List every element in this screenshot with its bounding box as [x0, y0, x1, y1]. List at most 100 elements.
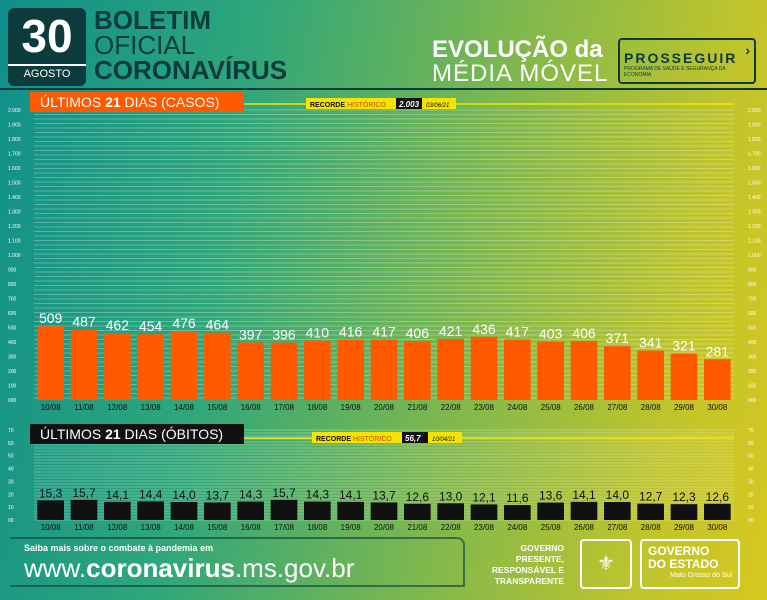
bar [337, 501, 364, 520]
bar [437, 503, 464, 520]
y-tick-label-left: 70 [8, 428, 14, 434]
state-seal-icon: ⚜ [580, 539, 632, 589]
bar [370, 339, 398, 400]
boletim-title: BOLETIM OFICIAL CORONAVÍRUS [94, 5, 287, 83]
x-tick-label: 26/08 [574, 403, 595, 412]
bar-value-label: 14,4 [139, 487, 163, 501]
record-box [306, 98, 456, 109]
bar-value-label: 416 [339, 324, 363, 340]
y-tick-label-left: 1.700 [8, 152, 21, 158]
charts-area: 000 000 100 100 200 200 300 300 400 400 500 500 600 6… [8, 92, 761, 530]
bar-value-label: 14,3 [239, 488, 263, 502]
chart-title: ÚLTIMOS 21 DIAS (ÓBITOS) [40, 426, 223, 442]
x-tick-label: 25/08 [541, 523, 562, 530]
bar [170, 502, 198, 520]
x-tick-label: 10/08 [41, 523, 62, 530]
y-tick-label-left: 1.200 [8, 224, 21, 230]
boletim-line2: OFICIAL [94, 30, 196, 60]
governo-estado-logo: GOVERNO DO ESTADO Mato Grosso do Sul [640, 539, 740, 589]
bar [470, 504, 498, 520]
bar [670, 504, 698, 520]
bar [370, 502, 398, 520]
y-tick-label-left: 700 [8, 297, 17, 303]
footer-frame [10, 537, 465, 587]
y-tick-label-right: 600 [748, 311, 757, 317]
y-tick-label-left: 1.300 [8, 210, 21, 216]
x-tick-label: 18/08 [307, 523, 328, 530]
bar-value-label: 397 [239, 326, 263, 342]
bar-value-label: 15,7 [72, 486, 96, 500]
bar [337, 339, 364, 400]
x-tick-label: 11/08 [74, 403, 94, 412]
x-tick-label: 19/08 [341, 523, 362, 530]
bar [237, 501, 264, 520]
x-tick-label: 30/08 [707, 403, 728, 412]
y-tick-label-right: 300 [748, 355, 757, 361]
x-tick-label: 21/08 [407, 523, 428, 530]
x-tick-label: 26/08 [574, 523, 595, 530]
y-tick-label-right: 1.300 [748, 210, 761, 216]
y-tick-label-left: 600 [8, 311, 17, 317]
x-tick-label: 23/08 [474, 403, 495, 412]
y-tick-label-left: 30 [8, 479, 14, 485]
y-tick-label-left: 60 [8, 441, 14, 447]
x-tick-label: 15/08 [207, 403, 228, 412]
url-prefix: www. [24, 553, 87, 583]
bar [404, 341, 431, 400]
bar-value-label: 14,0 [172, 488, 196, 502]
bar-value-label: 12,6 [406, 490, 430, 504]
bar [637, 503, 664, 520]
y-tick-label-right: 1.700 [748, 152, 761, 158]
y-tick-label-left: 40 [8, 467, 14, 473]
y-tick-label-left: 200 [8, 369, 17, 375]
y-tick-label-left: 00 [8, 518, 14, 524]
y-tick-label-right: 1.800 [748, 137, 761, 143]
boletim-line1: BOLETIM [94, 5, 211, 35]
governo-estado-line1: GOVERNO [648, 544, 710, 558]
x-tick-label: 12/08 [107, 523, 128, 530]
record-box [312, 432, 462, 443]
x-tick-label: 14/08 [174, 523, 195, 530]
y-tick-label-right: 000 [748, 398, 757, 404]
bar-value-label: 13,6 [539, 489, 563, 503]
evolucao-title: EVOLUÇÃO da MÉDIA MÓVEL [432, 38, 608, 86]
x-tick-label: 21/08 [407, 403, 428, 412]
x-tick-label: 27/08 [607, 403, 628, 412]
y-tick-label-left: 1.100 [8, 239, 21, 245]
evolucao-line1: EVOLUÇÃO da [432, 36, 603, 63]
bar-value-label: 436 [472, 321, 496, 337]
footer-url[interactable]: www.coronavirus.ms.gov.br [24, 553, 354, 584]
x-tick-label: 18/08 [307, 403, 328, 412]
bar [470, 336, 498, 400]
bar [104, 333, 131, 400]
y-tick-label-left: 1.900 [8, 123, 21, 129]
bar-value-label: 421 [439, 323, 463, 339]
bar-value-label: 12,3 [672, 490, 696, 504]
bar [704, 503, 731, 520]
bar-value-label: 15,3 [39, 486, 63, 500]
bar-value-label: 406 [406, 325, 430, 341]
bar [270, 342, 298, 400]
y-tick-label-left: 50 [8, 454, 14, 460]
bar-value-label: 462 [106, 317, 130, 333]
bar [404, 503, 431, 520]
bar-value-label: 341 [639, 335, 663, 351]
x-tick-label: 17/08 [274, 523, 295, 530]
header: 30 AGOSTO BOLETIM OFICIAL CORONAVÍRUS EV… [0, 0, 767, 90]
y-tick-label-right: 900 [748, 268, 757, 274]
bar [137, 501, 164, 520]
bar-value-label: 396 [272, 327, 296, 343]
y-tick-label-left: 1.000 [8, 253, 21, 259]
bar-value-label: 12,6 [706, 490, 730, 504]
bar-value-label: 464 [206, 317, 230, 333]
bar-value-label: 487 [72, 313, 96, 329]
bar [504, 339, 531, 400]
bar [304, 501, 331, 520]
x-tick-label: 14/08 [174, 403, 195, 412]
x-tick-label: 13/08 [141, 523, 162, 530]
x-tick-label: 11/08 [74, 523, 94, 530]
y-tick-label-left: 000 [8, 398, 17, 404]
bar [204, 502, 231, 520]
bar-value-label: 417 [372, 324, 396, 340]
bar-value-label: 11,6 [506, 491, 529, 505]
